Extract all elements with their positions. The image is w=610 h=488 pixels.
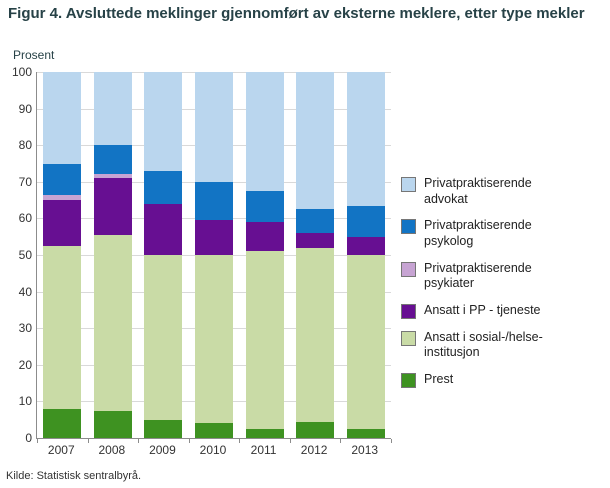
y-tick-label: 90 <box>18 101 32 116</box>
y-tick-label: 10 <box>18 394 32 409</box>
bar-segment <box>346 428 385 438</box>
bar-segment <box>93 145 132 175</box>
legend-swatch-sosial-helse <box>401 330 416 346</box>
legend-swatch-pp-tjeneste <box>401 303 416 319</box>
x-axis-tick <box>37 439 38 443</box>
x-axis-tick <box>289 439 291 443</box>
x-axis-tick <box>340 439 342 443</box>
y-tick-label: 60 <box>18 211 32 226</box>
x-axis-tick <box>87 439 89 443</box>
y-tick-label: 70 <box>18 174 32 189</box>
bar-segment <box>296 233 335 248</box>
bar-segment <box>296 209 335 234</box>
y-tick-label: 0 <box>25 431 32 445</box>
bar-segment <box>195 423 233 438</box>
bar-segment <box>245 222 284 252</box>
bar-segment <box>43 72 82 164</box>
legend-item-pp-tjeneste: Ansatt i PP - tjeneste <box>401 303 576 319</box>
legend-label-sosial-helse: Ansatt i sosial-/helse-institusjon <box>424 329 543 360</box>
bar-segment <box>195 181 233 221</box>
source-note: Kilde: Statistisk sentralbyrå. <box>6 470 142 482</box>
bar-segment <box>43 163 82 195</box>
bar-segment <box>195 72 233 182</box>
y-tick-label: 80 <box>18 138 32 153</box>
bar-segment <box>296 421 335 438</box>
bar-segment <box>144 255 183 420</box>
bar-segment <box>195 255 233 424</box>
y-tick-label: 100 <box>11 65 32 79</box>
bar-segment <box>43 245 82 409</box>
x-tick-label: 2009 <box>149 443 176 457</box>
y-axis-unit-label: Prosent <box>13 48 55 62</box>
legend-label-psykiater: Privatpraktiserende psykiater <box>424 260 532 291</box>
bar-segment <box>144 170 183 204</box>
bar-segment <box>144 419 183 438</box>
bar-segment <box>93 178 132 235</box>
x-axis-tick <box>239 439 241 443</box>
x-tick-label: 2013 <box>351 443 379 457</box>
bar-segment <box>296 72 335 210</box>
x-axis: 2007 2008 2009 2010 2011 2012 2013 <box>36 443 390 459</box>
x-tick-label: 2012 <box>300 443 328 457</box>
bar-segment <box>346 255 385 429</box>
legend-swatch-prest <box>401 373 416 388</box>
x-axis-tick <box>138 439 140 443</box>
legend-swatch-psykolog <box>401 219 416 235</box>
bar-segment <box>245 428 284 438</box>
y-axis: 0 10 20 30 40 50 60 70 80 90 100 <box>4 65 32 445</box>
bar-segment <box>144 72 183 171</box>
bar-segment <box>245 251 284 429</box>
y-tick-label: 20 <box>18 357 32 372</box>
bar-segment <box>195 220 233 255</box>
x-axis-tick <box>391 439 392 443</box>
x-tick-label: 2011 <box>250 443 277 457</box>
legend-item-sosial-helse: Ansatt i sosial-/helse-institusjon <box>401 330 576 361</box>
x-tick-label: 2008 <box>98 443 126 457</box>
legend-item-prest: Prest <box>401 372 576 388</box>
bar-segment <box>93 174 132 179</box>
bar-segment <box>43 408 82 438</box>
y-tick-label: 40 <box>18 284 32 299</box>
y-tick-label: 50 <box>18 248 32 262</box>
legend-label-prest: Prest <box>424 372 454 386</box>
bar-segment <box>93 410 132 438</box>
legend-label-advokat: Privatpraktiserende advokat <box>424 176 532 206</box>
bar-segment <box>43 200 82 246</box>
legend-label-psykolog: Privatpraktiserende psykolog <box>424 218 532 248</box>
bar-segment <box>346 236 385 255</box>
bar-segment <box>296 247 335 422</box>
bar-segment <box>93 72 132 146</box>
legend-item-psykiater: Privatpraktiserende psykiater <box>401 261 576 292</box>
legend-label-pp-tjeneste: Ansatt i PP - tjeneste <box>424 302 541 317</box>
bar-segment <box>245 72 284 191</box>
legend-item-psykolog: Privatpraktiserende psykolog <box>401 218 576 249</box>
legend-swatch-psykiater <box>401 261 416 277</box>
plot-area <box>36 72 392 443</box>
legend-swatch-advokat <box>401 177 416 192</box>
bar-segment <box>93 234 132 411</box>
bar-segment <box>245 190 284 223</box>
figure-title: Figur 4. Avsluttede meklinger gjennomfør… <box>8 5 585 22</box>
y-tick-label: 30 <box>18 321 32 336</box>
legend: Privatpraktiserende advokat Privatprakti… <box>401 176 576 388</box>
x-axis-tick <box>188 439 190 443</box>
bar-segment <box>144 203 183 255</box>
bar-segment <box>43 194 82 201</box>
bar-segment <box>346 205 385 237</box>
bar-segment <box>346 72 385 206</box>
legend-item-advokat: Privatpraktiserende advokat <box>401 176 576 207</box>
x-tick-label: 2007 <box>47 443 75 457</box>
x-tick-label: 2010 <box>199 443 227 457</box>
